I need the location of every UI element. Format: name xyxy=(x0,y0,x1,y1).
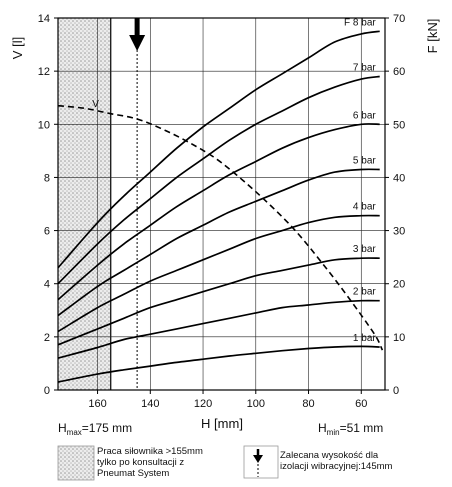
x-tick-label: 80 xyxy=(302,398,314,410)
series-line-f-8-bar xyxy=(57,30,380,269)
arrow-shaft xyxy=(134,18,140,36)
h-max-main: H xyxy=(58,421,67,435)
y-right-tick-label: 0 xyxy=(393,385,399,397)
y-right-tick-label: 40 xyxy=(393,172,405,184)
series-line-v xyxy=(57,104,384,351)
h-min-value: =51 mm xyxy=(340,421,384,435)
h-min-label: Hmin=51 mm xyxy=(318,421,383,437)
series-label: 4 bar xyxy=(353,202,376,213)
series-label: 3 bar xyxy=(353,244,376,255)
y-left-tick-label: 8 xyxy=(44,172,50,184)
y-left-tick-label: 2 xyxy=(44,332,50,344)
x-axis-title: H [mm] xyxy=(201,416,243,431)
series-label: 5 bar xyxy=(353,155,376,166)
tick-labels: 160 140 120 100 80 60024681012140102030405060… xyxy=(38,13,406,410)
series-label: F 8 bar xyxy=(344,17,376,28)
y-right-tick-label: 70 xyxy=(393,13,405,25)
recommended-height-arrow xyxy=(129,18,146,51)
x-tick-label: 100 xyxy=(247,398,265,410)
h-min-main: H xyxy=(318,421,327,435)
plot-frame xyxy=(57,17,386,391)
arrow-head xyxy=(129,35,146,51)
y-left-tick-label: 6 xyxy=(44,226,50,238)
x-tick-label: 160 xyxy=(88,398,106,410)
series-line-2-bar xyxy=(57,299,380,359)
legend-shaded-line-3: Pneumat System xyxy=(97,468,170,479)
y-right-tick-label: 50 xyxy=(393,119,405,131)
y-left-tick-label: 10 xyxy=(38,119,50,131)
legend-shaded-line-2: tylko po konsultacji z xyxy=(97,457,185,468)
y-left-tick-label: 4 xyxy=(44,279,50,291)
h-min-sub: min xyxy=(327,428,340,437)
series-labels: F 8 bar 7 bar 6 bar 5 bar 4 bar 3 bar 2 bar 1 b… xyxy=(92,17,376,344)
y-right-tick-label: 20 xyxy=(393,279,405,291)
legend-arrow-line-1: Zalecana wysokość dla xyxy=(280,450,379,461)
x-tick-label: 120 xyxy=(194,398,212,410)
legend-shaded-swatch xyxy=(57,445,95,481)
series-line-1-bar xyxy=(57,345,380,383)
y-right-tick-label: 10 xyxy=(393,332,405,344)
y-left-tick-label: 14 xyxy=(38,13,50,25)
series-line-7-bar xyxy=(57,75,380,285)
h-max-label: Hmax=175 mm xyxy=(58,421,132,437)
h-max-sub: max xyxy=(67,428,82,437)
series-label: 6 bar xyxy=(353,110,376,121)
y-right-tick-label: 60 xyxy=(393,66,405,78)
x-tick-label: 140 xyxy=(141,398,159,410)
legend-arrow-text: Zalecana wysokość dla izolacji wibracyjn… xyxy=(280,450,392,472)
series-line-6-bar xyxy=(57,123,380,301)
plot-border xyxy=(57,17,386,391)
series-label: 7 bar xyxy=(353,62,376,73)
series-label: 2 bar xyxy=(353,287,376,298)
y-left-tick-label: 0 xyxy=(44,385,50,397)
series-label: 1 bar xyxy=(353,333,376,344)
x-tick-label: 60 xyxy=(355,398,367,410)
series-line-5-bar xyxy=(57,168,380,317)
series-label: V xyxy=(92,99,99,110)
legend-shaded-line-1: Praca siłownika >155mm xyxy=(97,446,203,457)
h-max-value: =175 mm xyxy=(82,421,132,435)
y-axis-right-title: F [kN] xyxy=(425,19,440,54)
series-line-4-bar xyxy=(57,214,380,333)
y-axis-left-title: V [l] xyxy=(10,37,25,59)
series-lines xyxy=(57,30,384,383)
legend-arrow-line-2: izolacji wibracyjnej:145mm xyxy=(280,461,393,472)
series-line-3-bar xyxy=(57,257,380,346)
y-left-tick-label: 12 xyxy=(38,66,50,78)
legend-arrow-swatch xyxy=(243,445,279,479)
legend-shaded-text: Praca siłownika >155mm tylko po konsulta… xyxy=(97,446,203,479)
y-right-tick-label: 30 xyxy=(393,226,405,238)
